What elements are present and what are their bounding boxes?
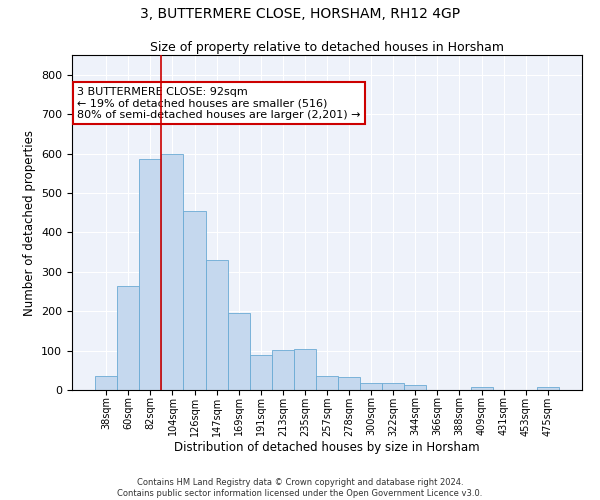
Y-axis label: Number of detached properties: Number of detached properties <box>23 130 35 316</box>
Text: Contains HM Land Registry data © Crown copyright and database right 2024.
Contai: Contains HM Land Registry data © Crown c… <box>118 478 482 498</box>
Bar <box>161 154 184 390</box>
Text: 3 BUTTERMERE CLOSE: 92sqm
← 19% of detached houses are smaller (516)
80% of semi: 3 BUTTERMERE CLOSE: 92sqm ← 19% of detac… <box>77 87 361 120</box>
Bar <box>338 378 360 390</box>
Bar <box>227 313 250 390</box>
Text: 3, BUTTERMERE CLOSE, HORSHAM, RH12 4GP: 3, BUTTERMERE CLOSE, HORSHAM, RH12 4GP <box>140 8 460 22</box>
Bar <box>272 350 294 390</box>
Bar <box>404 385 427 390</box>
Bar <box>184 210 206 390</box>
Title: Size of property relative to detached houses in Horsham: Size of property relative to detached ho… <box>150 41 504 54</box>
Bar <box>470 387 493 390</box>
Bar <box>250 354 272 390</box>
Bar <box>95 376 117 390</box>
Bar <box>206 260 227 390</box>
Bar <box>316 376 338 390</box>
Bar <box>360 384 382 390</box>
Bar <box>537 387 559 390</box>
Bar <box>382 384 404 390</box>
Bar <box>294 348 316 390</box>
Bar <box>139 160 161 390</box>
X-axis label: Distribution of detached houses by size in Horsham: Distribution of detached houses by size … <box>174 442 480 454</box>
Bar <box>117 286 139 390</box>
